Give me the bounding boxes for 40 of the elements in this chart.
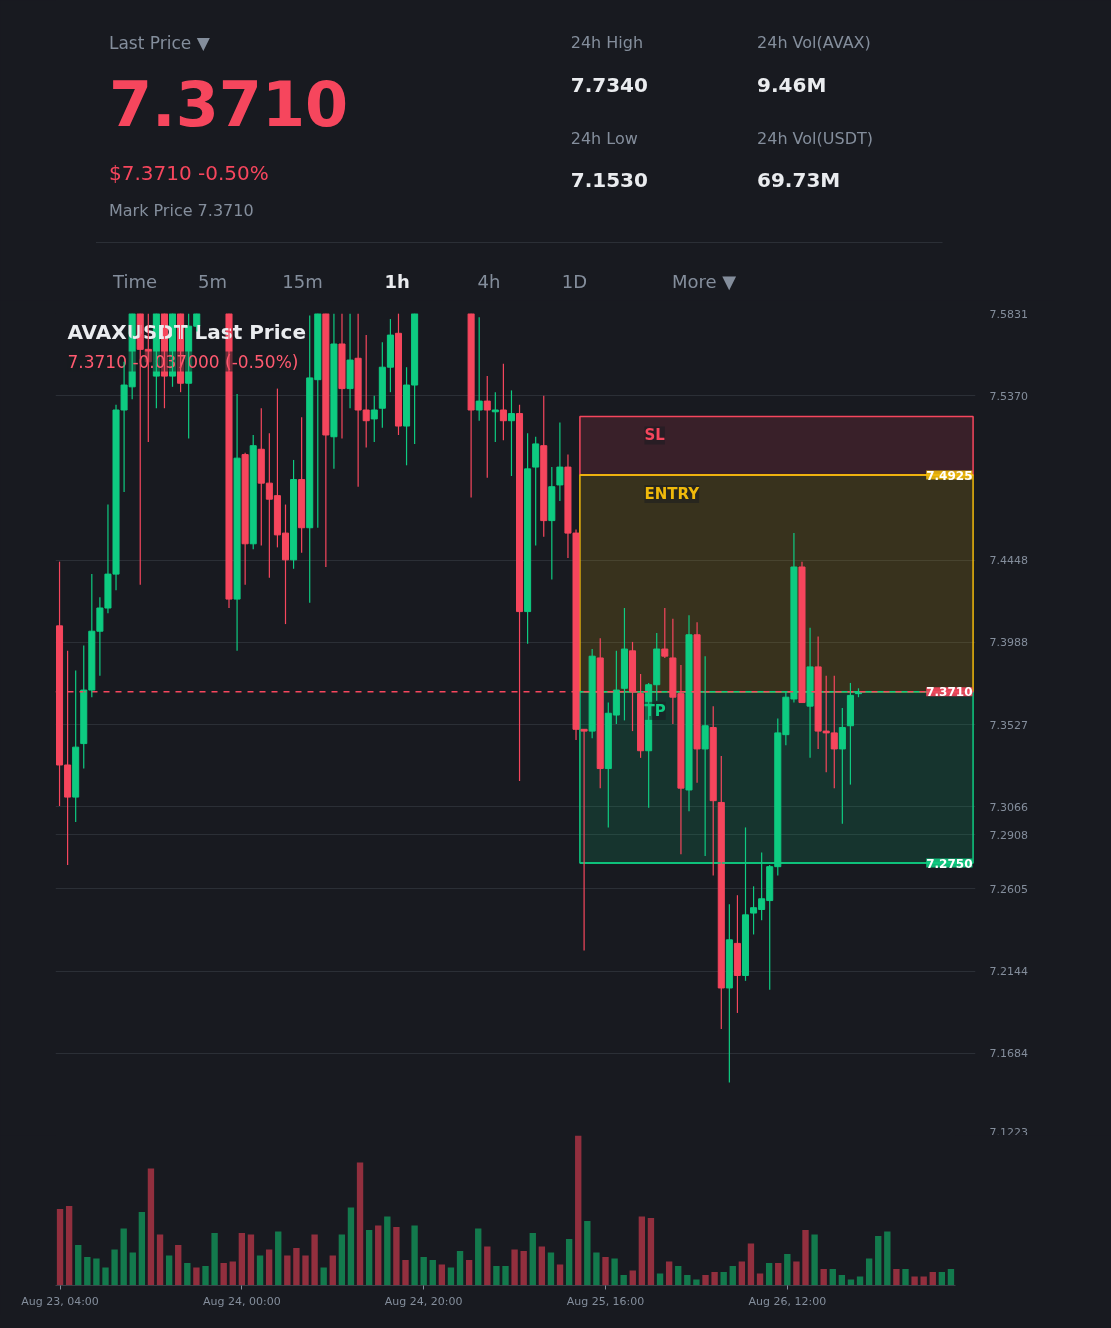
text: 7.7340 <box>570 72 648 97</box>
text: Time <box>112 271 158 292</box>
text: 7.3710 <box>108 67 349 141</box>
x-tick-label: Aug 23, 04:00 <box>21 1294 99 1308</box>
text: 4h <box>477 271 501 292</box>
text: 7.1530 <box>570 167 648 192</box>
ref-line-label: 7.4925 <box>926 468 973 483</box>
y-tick-label: 7.3988 <box>989 636 1028 650</box>
y-tick-label: 7.1223 <box>989 1125 1028 1139</box>
text: 1h <box>384 271 410 292</box>
y-tick-label: 7.4448 <box>989 554 1028 568</box>
band-label: SL <box>644 426 666 445</box>
text: $7.3710 -0.50% <box>108 160 269 185</box>
ref-line-label: 7.3710 <box>926 685 973 700</box>
y-tick-label: 7.3066 <box>989 800 1028 814</box>
text: Last Price ▼ <box>108 32 211 53</box>
y-tick-label: 7.3527 <box>989 718 1028 732</box>
y-tick-label: 7.5370 <box>989 389 1028 403</box>
x-tick-label: Aug 25, 16:00 <box>566 1294 645 1308</box>
band-label: ENTRY <box>644 485 701 504</box>
y-tick-label: 7.5831 <box>989 307 1028 321</box>
text: 69.73M <box>757 167 841 192</box>
text: 5m <box>198 271 228 292</box>
y-tick-label: 7.2144 <box>989 965 1028 979</box>
ref-line-label: 7.2750 <box>926 856 973 871</box>
x-tick-label: Aug 24, 00:00 <box>203 1294 281 1308</box>
text: 24h Vol(USDT) <box>757 129 873 148</box>
text: 24h Low <box>570 129 638 148</box>
text: Mark Price 7.3710 <box>108 201 254 220</box>
y-tick-label: 7.1684 <box>989 1047 1028 1061</box>
x-tick-label: Aug 26, 12:00 <box>748 1294 827 1308</box>
text: More ▼ <box>671 271 737 292</box>
text: 24h High <box>570 33 644 52</box>
text: 15m <box>282 271 323 292</box>
y-tick-label: 7.2908 <box>989 828 1028 842</box>
text: 1D <box>561 271 588 292</box>
text: 24h Vol(AVAX) <box>757 33 871 52</box>
text: 9.46M <box>757 72 827 97</box>
x-tick-label: Aug 24, 20:00 <box>384 1294 463 1308</box>
y-tick-label: 7.2605 <box>989 882 1028 896</box>
